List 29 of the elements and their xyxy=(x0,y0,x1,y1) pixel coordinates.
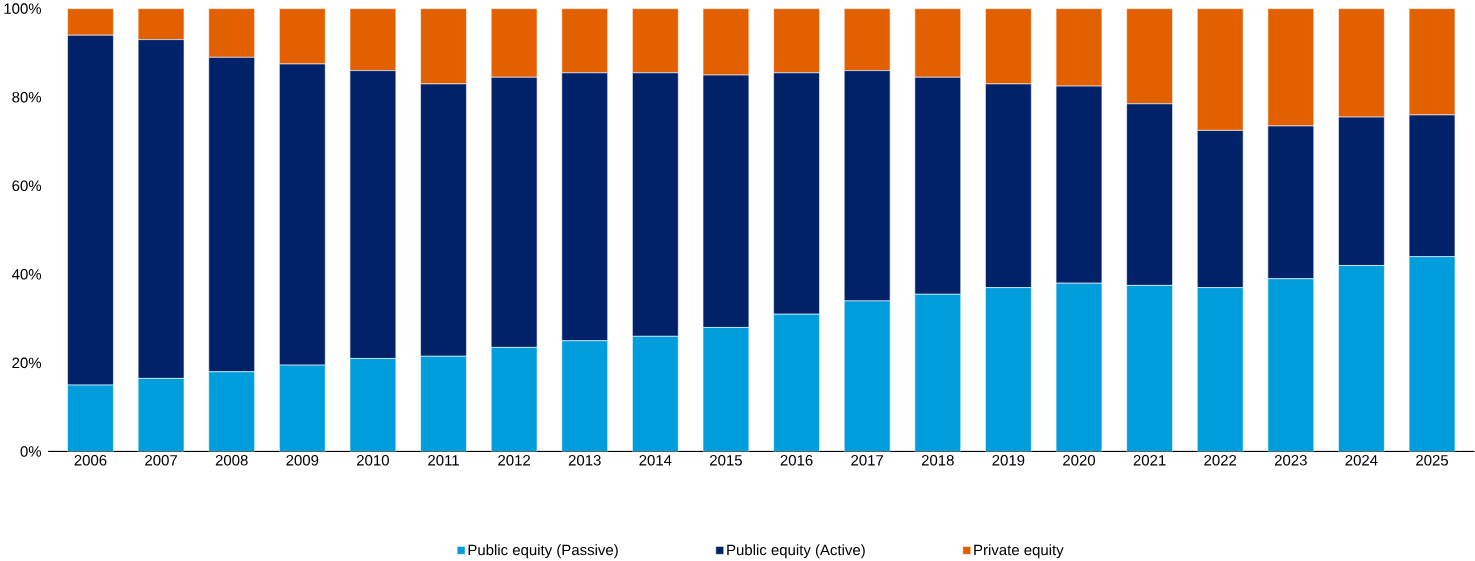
y-tick-label: 100% xyxy=(4,3,42,15)
x-tick-label: 2024 xyxy=(1345,455,1378,466)
x-tick-label: 2010 xyxy=(357,455,389,466)
x-tick-label: 2021 xyxy=(1133,455,1166,466)
x-tick-label: 2017 xyxy=(851,455,884,466)
y-tick-label: 40% xyxy=(12,269,42,280)
x-tick-label: 2012 xyxy=(498,455,531,466)
x-tick-label: 2008 xyxy=(215,455,248,466)
x-tick-label: 2018 xyxy=(921,455,954,466)
legend-label: Public equity (Active) xyxy=(727,544,865,559)
x-tick-label: 2022 xyxy=(1204,455,1237,466)
x-tick-label: 2013 xyxy=(568,455,601,466)
legend-label: Private equity xyxy=(974,544,1064,559)
y-tick-label: 20% xyxy=(12,357,42,369)
y-tick-label: 60% xyxy=(12,180,42,192)
y-tick-label: 80% xyxy=(12,92,42,103)
x-tick-label: 2011 xyxy=(428,455,459,466)
x-tick-label: 2020 xyxy=(1063,455,1096,466)
y-tick-label: 0% xyxy=(20,446,42,457)
x-tick-label: 2006 xyxy=(74,455,107,466)
x-tick-label: 2007 xyxy=(145,455,177,466)
legend-label: Public equity (Passive) xyxy=(468,544,618,559)
x-tick-label: 2014 xyxy=(639,455,672,466)
x-tick-label: 2019 xyxy=(992,455,1025,466)
x-tick-label: 2016 xyxy=(780,455,813,466)
x-tick-label: 2023 xyxy=(1274,455,1307,466)
x-tick-label: 2009 xyxy=(286,455,319,466)
x-tick-label: 2025 xyxy=(1416,455,1449,466)
x-tick-label: 2015 xyxy=(710,455,742,466)
